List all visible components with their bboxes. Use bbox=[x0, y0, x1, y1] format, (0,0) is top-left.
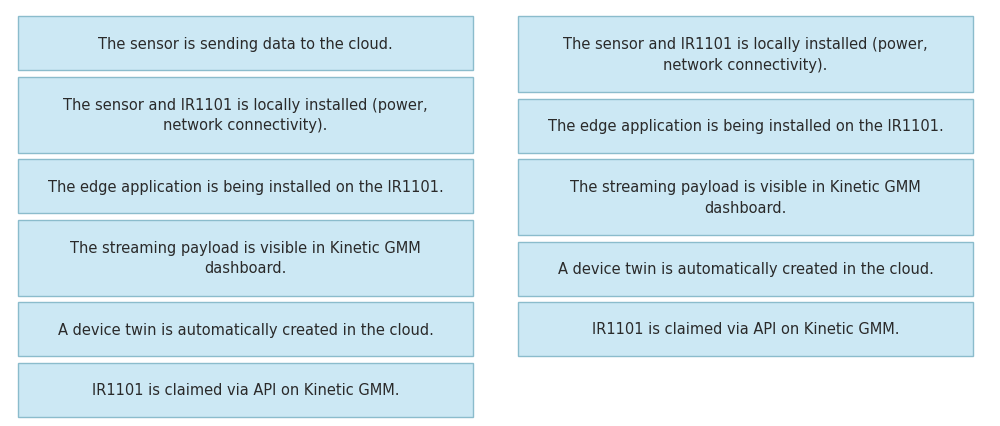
FancyBboxPatch shape bbox=[18, 160, 473, 213]
Text: The sensor and IR1101 is locally installed (power,
network connectivity).: The sensor and IR1101 is locally install… bbox=[63, 98, 428, 133]
FancyBboxPatch shape bbox=[518, 302, 973, 356]
Text: The streaming payload is visible in Kinetic GMM
dashboard.: The streaming payload is visible in Kine… bbox=[70, 240, 421, 276]
Text: A device twin is automatically created in the cloud.: A device twin is automatically created i… bbox=[58, 322, 433, 337]
FancyBboxPatch shape bbox=[18, 363, 473, 417]
Text: A device twin is automatically created in the cloud.: A device twin is automatically created i… bbox=[558, 262, 933, 276]
Text: The streaming payload is visible in Kinetic GMM
dashboard.: The streaming payload is visible in Kine… bbox=[570, 180, 921, 215]
FancyBboxPatch shape bbox=[18, 220, 473, 296]
FancyBboxPatch shape bbox=[18, 302, 473, 356]
FancyBboxPatch shape bbox=[518, 242, 973, 296]
FancyBboxPatch shape bbox=[18, 17, 473, 71]
Text: The edge application is being installed on the IR1101.: The edge application is being installed … bbox=[548, 119, 943, 134]
Text: IR1101 is claimed via API on Kinetic GMM.: IR1101 is claimed via API on Kinetic GMM… bbox=[592, 322, 899, 337]
Text: The sensor and IR1101 is locally installed (power,
network connectivity).: The sensor and IR1101 is locally install… bbox=[563, 37, 928, 72]
Text: The edge application is being installed on the IR1101.: The edge application is being installed … bbox=[48, 179, 443, 194]
Text: The sensor is sending data to the cloud.: The sensor is sending data to the cloud. bbox=[98, 36, 393, 52]
FancyBboxPatch shape bbox=[518, 160, 973, 236]
FancyBboxPatch shape bbox=[518, 99, 973, 153]
Text: IR1101 is claimed via API on Kinetic GMM.: IR1101 is claimed via API on Kinetic GMM… bbox=[92, 382, 399, 397]
FancyBboxPatch shape bbox=[518, 17, 973, 93]
FancyBboxPatch shape bbox=[18, 77, 473, 153]
